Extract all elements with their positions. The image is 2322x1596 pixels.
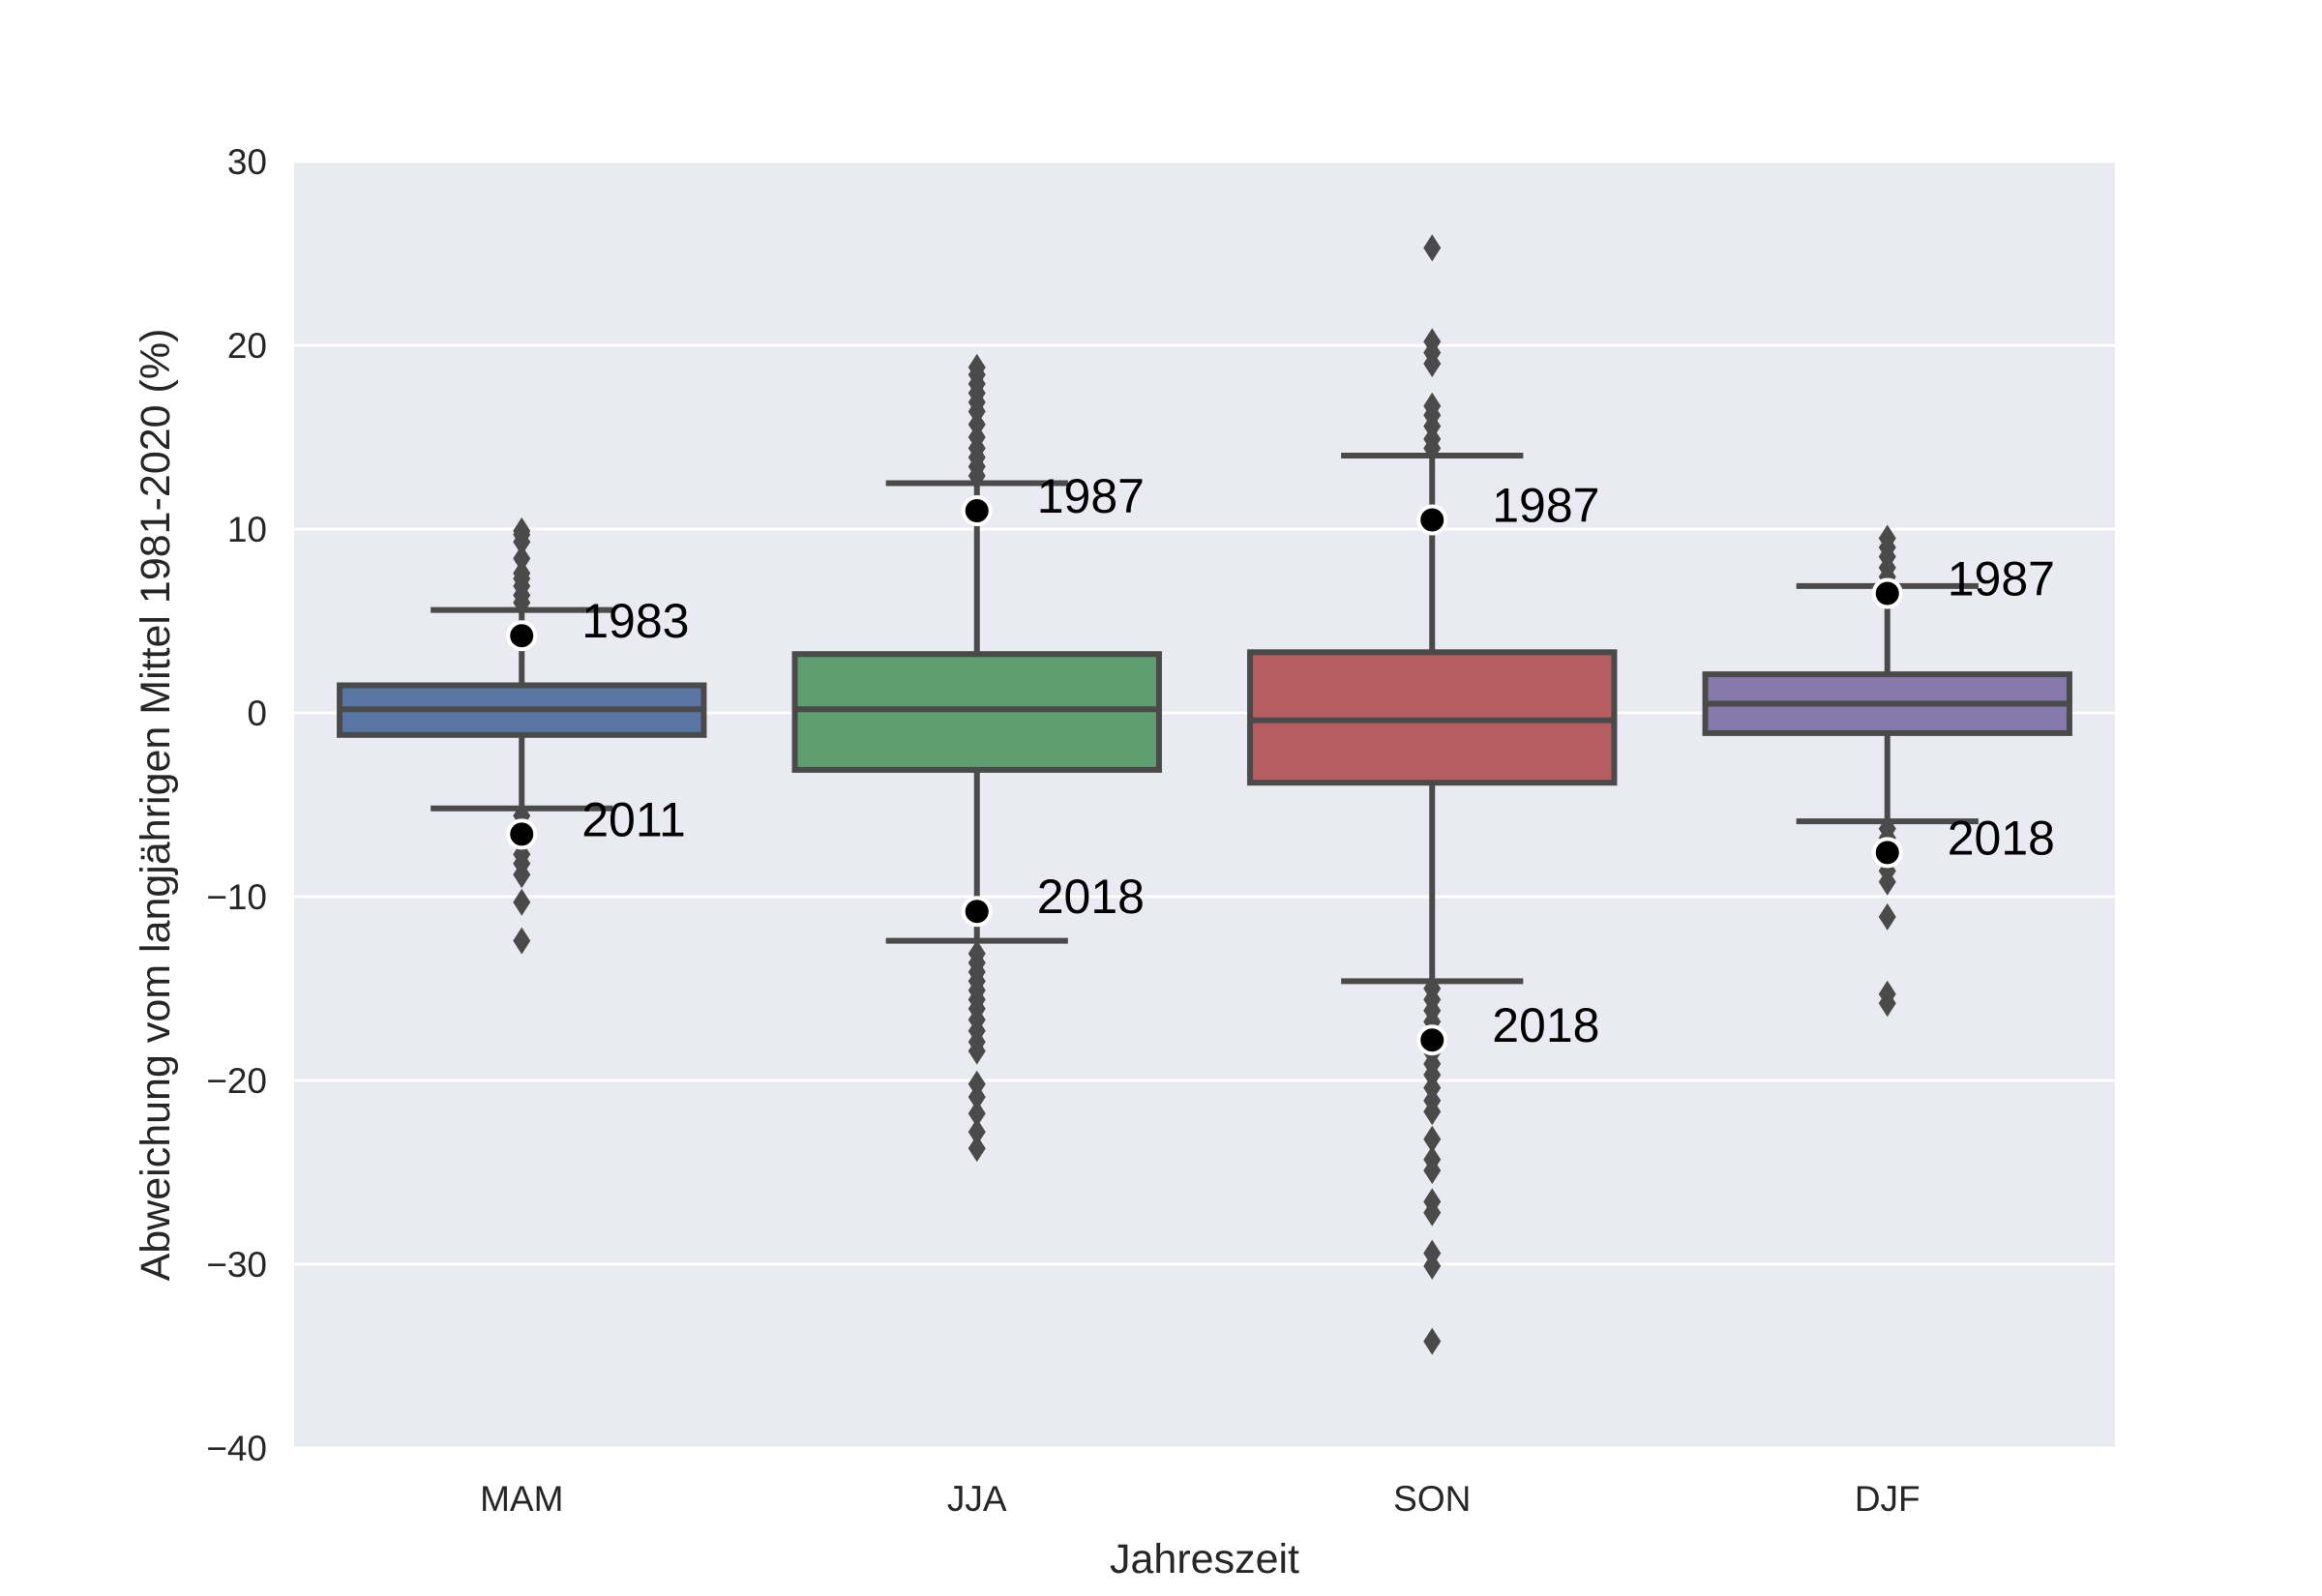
y-tick-label: −20	[206, 1061, 267, 1101]
outlier-point	[1423, 1125, 1442, 1153]
highlight-year-label: 1983	[581, 594, 689, 648]
highlight-point	[506, 620, 538, 652]
highlight-point	[506, 818, 538, 850]
outlier-point	[513, 927, 531, 955]
outlier-point	[513, 888, 531, 916]
outlier-point	[513, 559, 531, 587]
outlier-point	[968, 1135, 986, 1163]
highlight-year-label: 2018	[1948, 811, 2055, 865]
outlier-point	[1423, 328, 1442, 356]
outlier-point	[968, 1037, 986, 1065]
highlight-year-label: 1987	[1492, 479, 1599, 533]
highlight-point	[961, 896, 993, 928]
x-tick-label: JJA	[947, 1479, 1007, 1519]
x-tick-label: SON	[1393, 1479, 1471, 1519]
outlier-point	[1423, 1327, 1442, 1355]
outlier-point	[1423, 234, 1442, 262]
highlight-year-label: 1987	[1037, 469, 1145, 523]
highlight-year-label: 2018	[1037, 870, 1145, 924]
plot-area	[294, 162, 2115, 1448]
outlier-point	[1878, 868, 1896, 896]
box-group-son	[1247, 234, 1618, 1355]
outlier-point	[1423, 1198, 1442, 1227]
x-tick-label: DJF	[1855, 1479, 1920, 1519]
y-tick-label: −30	[206, 1245, 267, 1285]
outlier-point	[513, 545, 531, 573]
outlier-point	[968, 1083, 986, 1111]
y-tick-label: 20	[227, 326, 267, 366]
outlier-point	[1423, 392, 1442, 420]
outlier-point	[968, 1118, 986, 1146]
x-tick-label: MAM	[480, 1479, 563, 1519]
outlier-point	[1878, 524, 1896, 552]
y-tick-label: 10	[227, 510, 267, 549]
outlier-point	[1878, 902, 1896, 931]
outlier-point	[513, 861, 531, 889]
highlight-year-label: 1987	[1948, 552, 2055, 606]
outlier-point	[968, 353, 986, 381]
highlight-point	[1416, 1024, 1448, 1056]
x-axis-ticks: MAM JJA SON DJF	[480, 1479, 1920, 1519]
highlight-point	[1871, 837, 1903, 869]
y-tick-label: −10	[206, 877, 267, 917]
outlier-point	[1423, 1252, 1442, 1280]
y-tick-label: −40	[206, 1429, 267, 1468]
y-axis-ticks: −40 −30 −20 −10 0 10 20 30	[206, 142, 267, 1468]
y-axis-title: Abweichung vom langjährigen Mittel 1981-…	[133, 329, 179, 1282]
outlier-point	[1878, 990, 1896, 1018]
highlight-year-label: 2018	[1492, 998, 1599, 1052]
y-tick-label: 30	[227, 142, 267, 182]
outlier-point	[1423, 1157, 1442, 1185]
y-tick-label: 0	[247, 694, 267, 733]
outlier-point	[513, 517, 531, 545]
box-group-mam	[337, 517, 707, 955]
highlight-point	[1871, 577, 1903, 609]
highlight-points: 1983 2011 1987 2018 1987 2018 1987 2018	[506, 469, 2055, 1056]
highlight-point	[961, 495, 993, 526]
highlight-point	[1416, 504, 1448, 536]
outlier-point	[1423, 1098, 1442, 1126]
x-axis-title: Jahreszeit	[1110, 1536, 1299, 1582]
highlight-year-label: 2011	[581, 792, 686, 846]
outlier-point	[968, 1100, 986, 1128]
